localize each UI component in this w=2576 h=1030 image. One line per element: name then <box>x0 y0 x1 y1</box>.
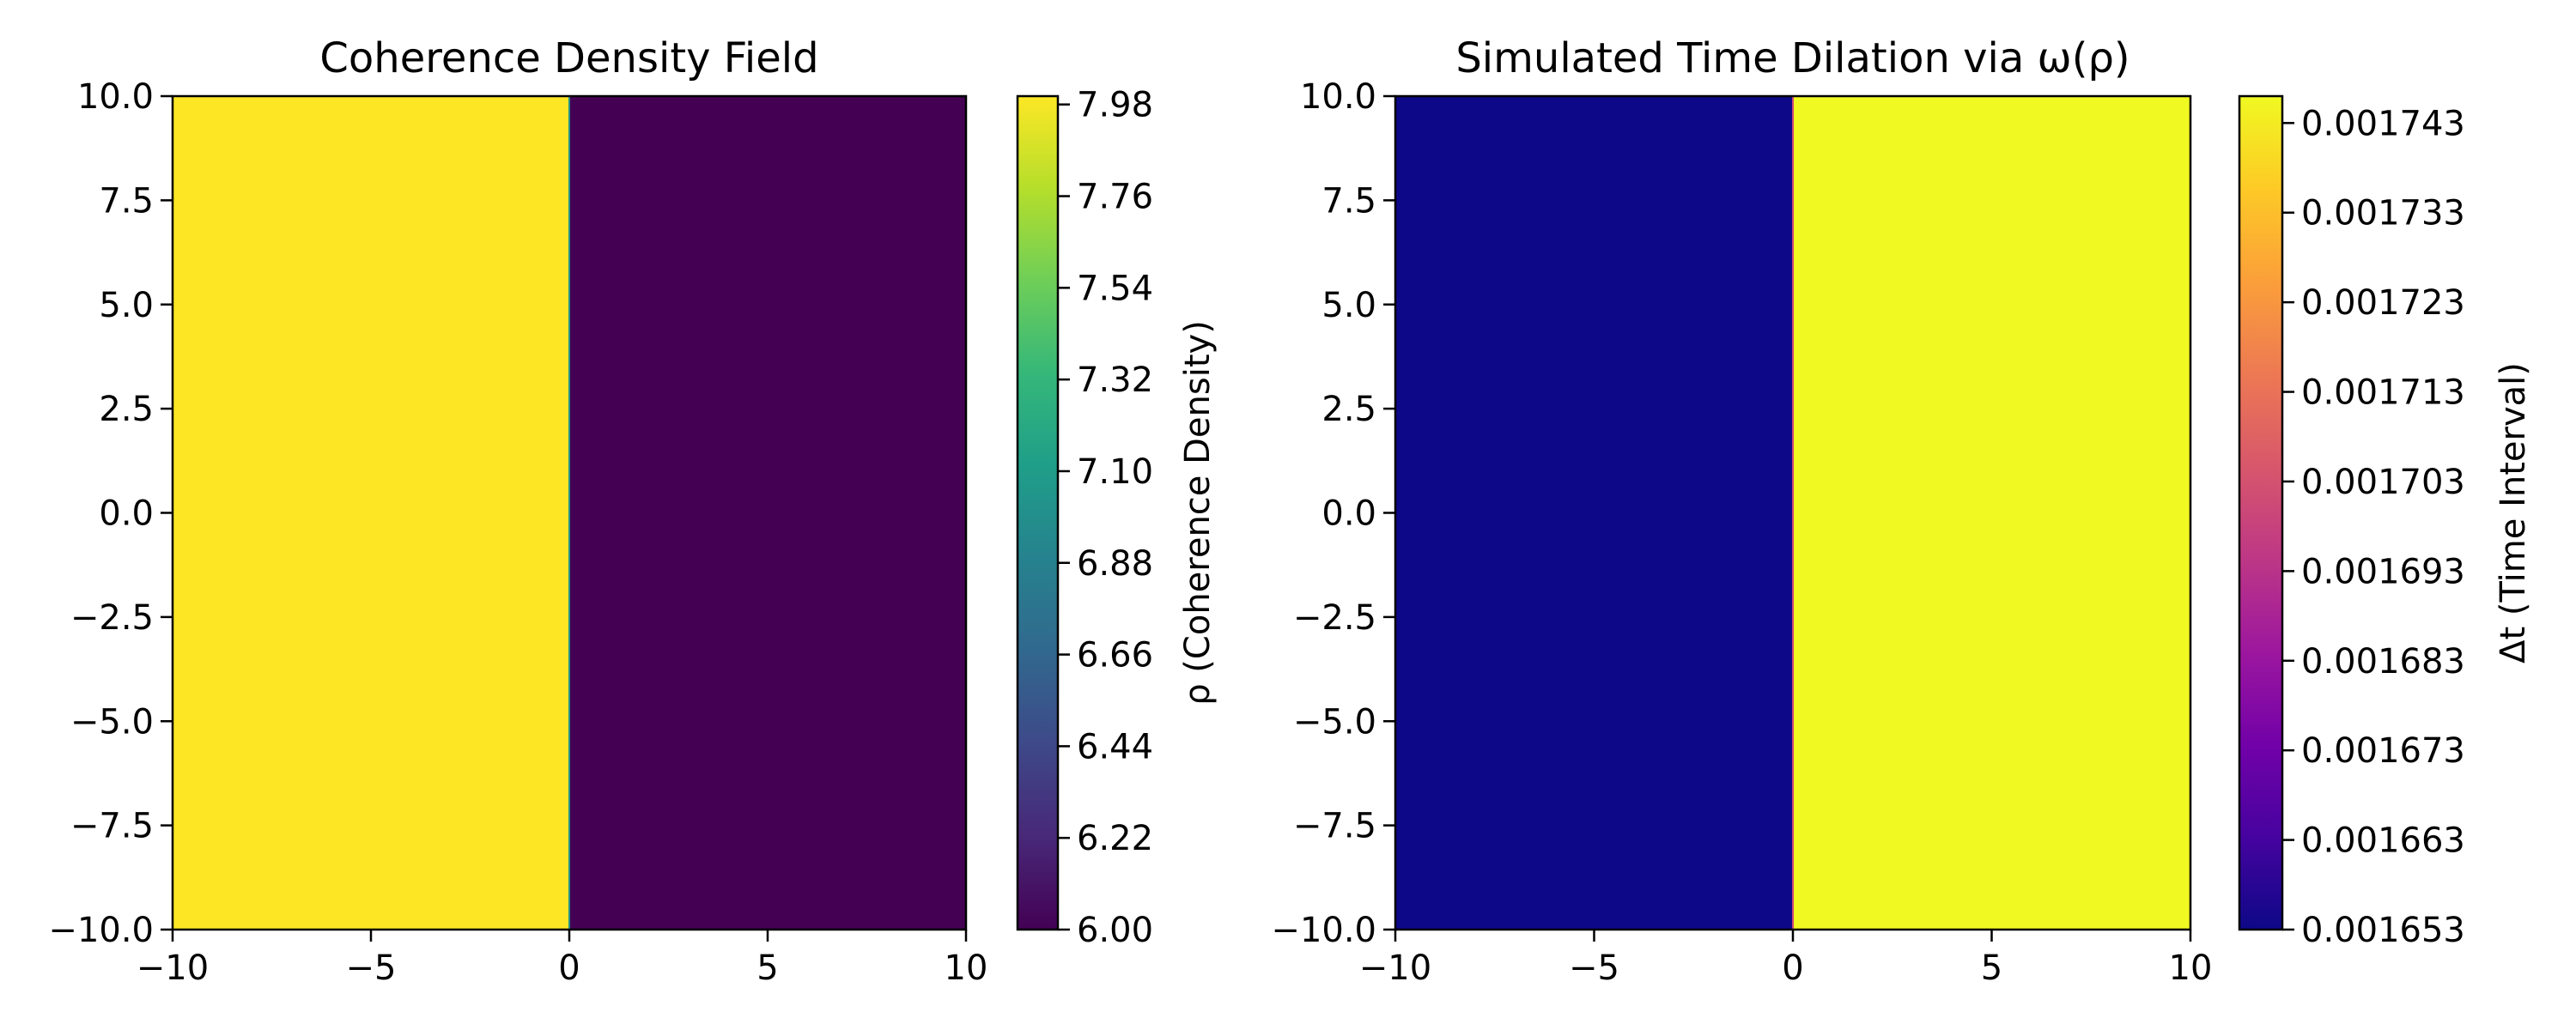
colorbar-tick-label: 0.001743 <box>2301 104 2465 143</box>
time-dilation-panel: Simulated Time Dilation via ω(ρ) −10 −5 0 5… <box>1271 34 2533 988</box>
colorbar-tick-label: 0.001733 <box>2301 194 2465 233</box>
x-tick-label: 0 <box>1782 948 1803 988</box>
x-tick-label: 10 <box>2169 948 2213 988</box>
x-tick-label: −10 <box>1359 948 1431 988</box>
y-tick-label: −5.0 <box>70 702 154 742</box>
colorbar-label: ρ (Coherence Density) <box>1178 320 1218 706</box>
colorbar <box>1016 94 1060 931</box>
x-tick-label: −10 <box>137 948 209 988</box>
x-tick-label: −5 <box>1569 948 1619 988</box>
y-tick-label: −10.0 <box>1271 911 1376 950</box>
y-tick-label: −7.5 <box>70 807 154 846</box>
chart-title: Coherence Density Field <box>319 34 818 82</box>
coherence-density-panel: Coherence Density Field −10 −5 0 5 10 10.0 7.5… <box>48 34 1218 988</box>
heatmap-region <box>569 96 966 930</box>
y-tick-label: 5.0 <box>99 286 154 325</box>
colorbar-tick-label: 0.001703 <box>2301 463 2465 502</box>
y-tick-label: 0.0 <box>1321 494 1376 534</box>
heatmap-region <box>173 96 569 930</box>
y-tick-label: 7.5 <box>99 181 154 221</box>
x-tick-label: 5 <box>1981 948 2002 988</box>
y-tick-label: −5.0 <box>1293 702 1376 742</box>
colorbar <box>2238 94 2284 931</box>
x-tick-label: 0 <box>558 948 580 988</box>
colorbar-tick-label: 0.001723 <box>2301 283 2465 323</box>
y-tick-label: −2.5 <box>70 598 154 638</box>
colorbar-tick-label: 0.001663 <box>2301 821 2465 861</box>
heatmap-region <box>1793 96 2190 930</box>
colorbar-tick-label: 6.66 <box>1077 636 1153 676</box>
x-tick-label: 5 <box>756 948 778 988</box>
y-tick-label: 10.0 <box>1300 77 1376 117</box>
colorbar-tick-label: 6.00 <box>1077 911 1153 950</box>
y-tick-label: −7.5 <box>1293 807 1376 846</box>
colorbar-tick-label: 6.44 <box>1077 727 1153 766</box>
y-tick-label: 2.5 <box>1321 390 1376 429</box>
y-tick-label: 10.0 <box>77 77 154 117</box>
y-tick-label: 7.5 <box>1321 181 1376 221</box>
colorbar-tick-label: 7.10 <box>1077 452 1153 492</box>
y-tick-label: −10.0 <box>48 911 154 950</box>
y-tick-label: −2.5 <box>1293 598 1376 638</box>
colorbar-tick-label: 0.001683 <box>2301 642 2465 682</box>
colorbar-tick-label: 7.32 <box>1077 360 1153 400</box>
colorbar-tick-label: 0.001713 <box>2301 373 2465 413</box>
colorbar-tick-label: 7.54 <box>1077 269 1153 308</box>
colorbar-tick-label: 7.76 <box>1077 178 1153 217</box>
x-tick-label: 10 <box>945 948 988 988</box>
heatmap-region <box>1395 96 1793 930</box>
chart-title: Simulated Time Dilation via ω(ρ) <box>1455 34 2129 82</box>
y-tick-label: 2.5 <box>99 390 154 429</box>
x-tick-label: −5 <box>346 948 397 988</box>
colorbar-tick-label: 0.001653 <box>2301 911 2465 950</box>
colorbar-tick-label: 7.98 <box>1077 86 1153 125</box>
colorbar-label: Δt (Time Interval) <box>2494 362 2533 663</box>
colorbar-tick-label: 0.001673 <box>2301 731 2465 771</box>
colorbar-tick-label: 0.001693 <box>2301 552 2465 591</box>
y-tick-label: 0.0 <box>99 494 154 534</box>
y-tick-label: 5.0 <box>1321 286 1376 325</box>
colorbar-tick-label: 6.22 <box>1077 819 1153 858</box>
colorbar-tick-label: 6.88 <box>1077 544 1153 584</box>
